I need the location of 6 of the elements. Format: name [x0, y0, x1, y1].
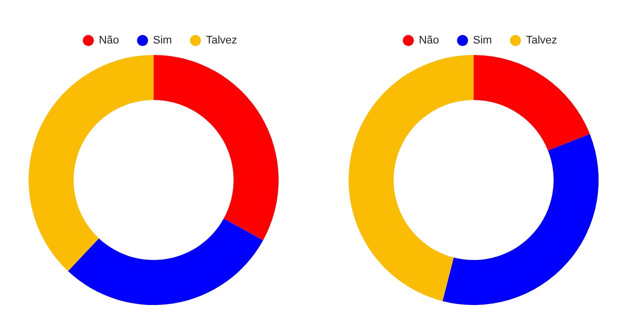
legend-label: Sim [153, 34, 172, 46]
legend-label: Sim [473, 34, 492, 46]
legend-label: Talvez [206, 34, 238, 46]
legend-label: Não [98, 34, 120, 46]
legend-label: Não [418, 34, 440, 46]
legend-label: Talvez [526, 34, 558, 46]
